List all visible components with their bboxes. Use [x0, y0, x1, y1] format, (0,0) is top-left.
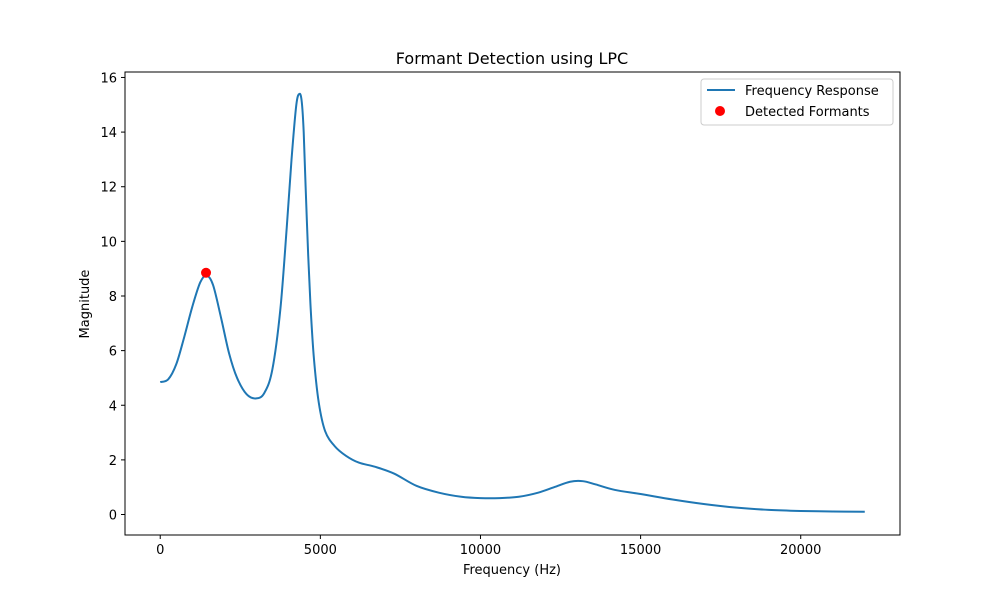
y-tick-label: 8: [109, 290, 117, 305]
axes-frame: [124, 71, 901, 536]
x-tick-label: 10000: [460, 543, 501, 558]
y-axis-ticks: 0 2 4 6 8 10 12 14 16: [100, 71, 125, 524]
x-tick-label: 15000: [620, 543, 661, 558]
y-axis-label: Magnitude: [78, 270, 93, 339]
x-tick-label: 0: [156, 543, 164, 558]
y-tick-label: 0: [109, 509, 117, 524]
detected-formant-point: [201, 267, 212, 278]
legend-entry-frequency-response: Frequency Response: [745, 84, 879, 99]
legend-marker-swatch: [715, 106, 725, 116]
frequency-response-line: [159, 92, 865, 513]
y-tick-label: 16: [100, 71, 117, 86]
y-tick-label: 10: [100, 235, 117, 250]
y-tick-label: 6: [109, 345, 117, 360]
plot-area: [159, 92, 865, 513]
x-axis-ticks: 0 5000 10000 15000 20000: [156, 535, 821, 558]
x-tick-label: 5000: [304, 543, 337, 558]
legend: Frequency Response Detected Formants: [700, 78, 894, 126]
y-tick-label: 2: [109, 454, 117, 469]
legend-entry-detected-formants: Detected Formants: [745, 105, 870, 120]
chart-title: Formant Detection using LPC: [396, 49, 628, 68]
y-tick-label: 12: [100, 181, 117, 196]
y-tick-label: 14: [100, 126, 117, 141]
x-axis-label: Frequency (Hz): [463, 563, 561, 578]
legend-box: [700, 78, 894, 126]
x-tick-label: 20000: [780, 543, 821, 558]
y-tick-label: 4: [109, 399, 117, 414]
